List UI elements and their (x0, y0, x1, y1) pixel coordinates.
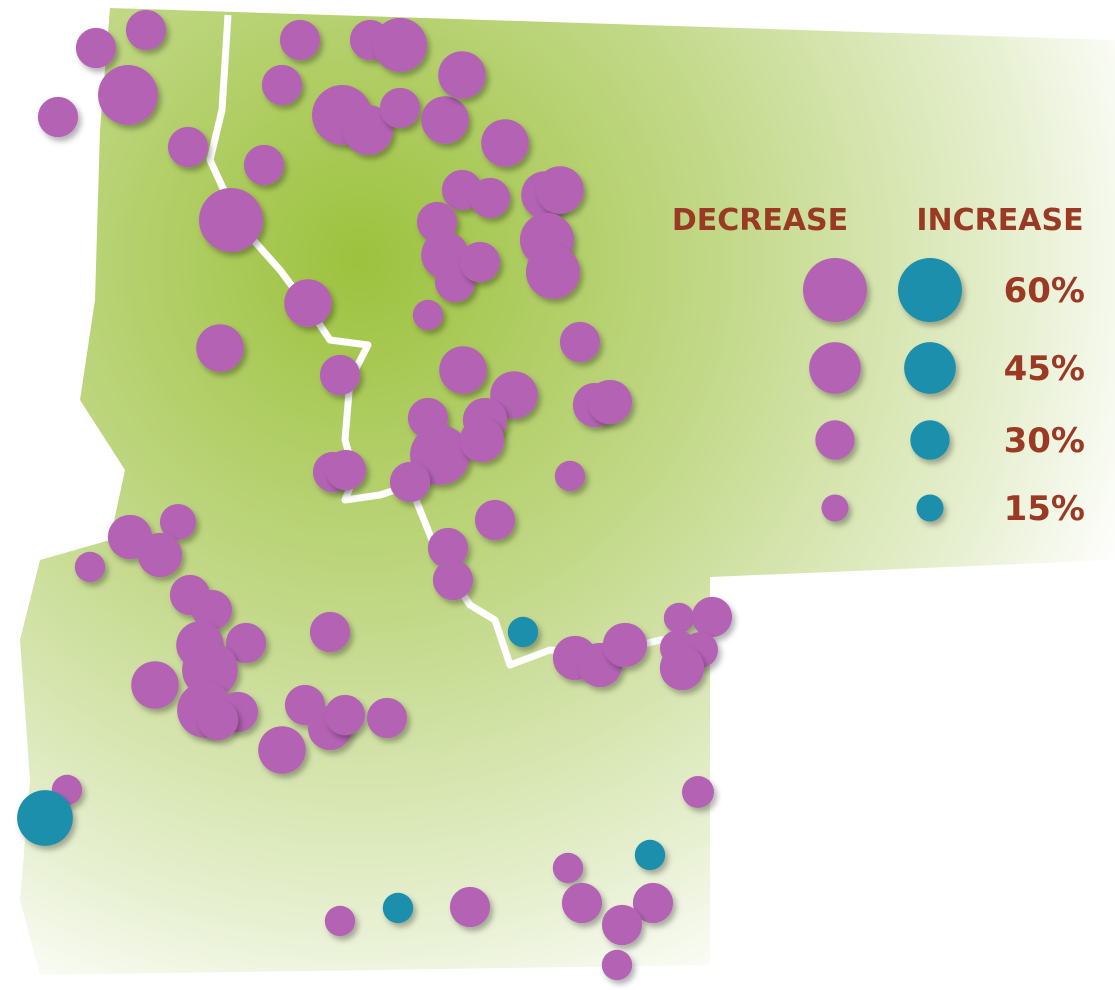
site-bubble (379, 87, 421, 129)
site-bubble (559, 321, 601, 363)
site-bubble (309, 611, 351, 653)
site-bubble (474, 499, 516, 541)
site-bubble (459, 241, 501, 283)
legend-size-label: 30% (1004, 421, 1085, 461)
site-bubble (284, 279, 332, 327)
site-bubble (319, 354, 361, 396)
legend-increase: INCREASE (916, 203, 1083, 238)
site-bubble (196, 324, 244, 372)
site-bubble (438, 51, 486, 99)
site-bubble (427, 527, 469, 569)
site-bubble (366, 697, 408, 739)
legend-decrease: DECREASE (672, 203, 848, 238)
site-bubble (159, 503, 197, 541)
site-bubble (659, 645, 705, 691)
site-bubble (536, 166, 584, 214)
site-bubble (75, 27, 117, 69)
legend-size-label: 60% (1004, 271, 1085, 311)
site-bubble (525, 244, 581, 300)
site-bubble (37, 96, 79, 138)
legend-bubble (904, 342, 956, 394)
site-bubble (225, 622, 267, 664)
legend-bubble (809, 342, 861, 394)
site-bubble (421, 96, 469, 144)
site-bubble (74, 551, 106, 583)
site-bubble (587, 379, 633, 425)
site-bubble (325, 449, 367, 491)
site-bubble (389, 461, 431, 503)
site-bubble (469, 177, 511, 219)
legend-bubble (821, 494, 849, 522)
site-bubble (634, 839, 666, 871)
legend-bubble (898, 258, 962, 322)
site-bubble (382, 892, 414, 924)
site-bubble (691, 596, 733, 638)
legend-bubble (910, 420, 950, 460)
site-bubble (191, 589, 233, 631)
site-bubble (554, 460, 586, 492)
site-bubble (372, 17, 428, 73)
site-bubble (449, 886, 491, 928)
site-bubble (98, 65, 158, 125)
border-line (206, 14, 700, 669)
site-bubble (432, 559, 474, 601)
site-bubble (243, 144, 285, 186)
site-bubble (342, 104, 394, 156)
site-bubble (324, 694, 366, 736)
site-bubble (552, 852, 584, 884)
site-bubble (481, 119, 529, 167)
site-bubble (199, 188, 263, 252)
legend-bubble (815, 420, 855, 460)
site-bubble (131, 661, 179, 709)
site-bubble (663, 602, 695, 634)
site-bubble (681, 775, 715, 809)
site-bubble (602, 622, 648, 668)
site-bubble (561, 882, 603, 924)
site-bubble (197, 699, 239, 741)
site-bubble (601, 949, 633, 981)
site-bubble (632, 882, 674, 924)
site-bubble (279, 19, 321, 61)
site-bubble (412, 299, 444, 331)
legend-bubble (916, 494, 944, 522)
site-bubble (507, 616, 539, 648)
site-bubble (167, 126, 209, 168)
site-bubble (17, 790, 73, 846)
legend-bubble (803, 258, 867, 322)
site-bubble (137, 532, 183, 578)
site-bubble (261, 64, 303, 106)
legend-size-label: 45% (1004, 349, 1085, 389)
site-bubble (439, 346, 487, 394)
legend-size-label: 15% (1004, 489, 1085, 529)
site-bubble (125, 9, 167, 51)
site-bubble (459, 417, 505, 463)
site-bubble (258, 726, 306, 774)
site-bubble (601, 904, 643, 946)
site-bubble (324, 905, 356, 937)
